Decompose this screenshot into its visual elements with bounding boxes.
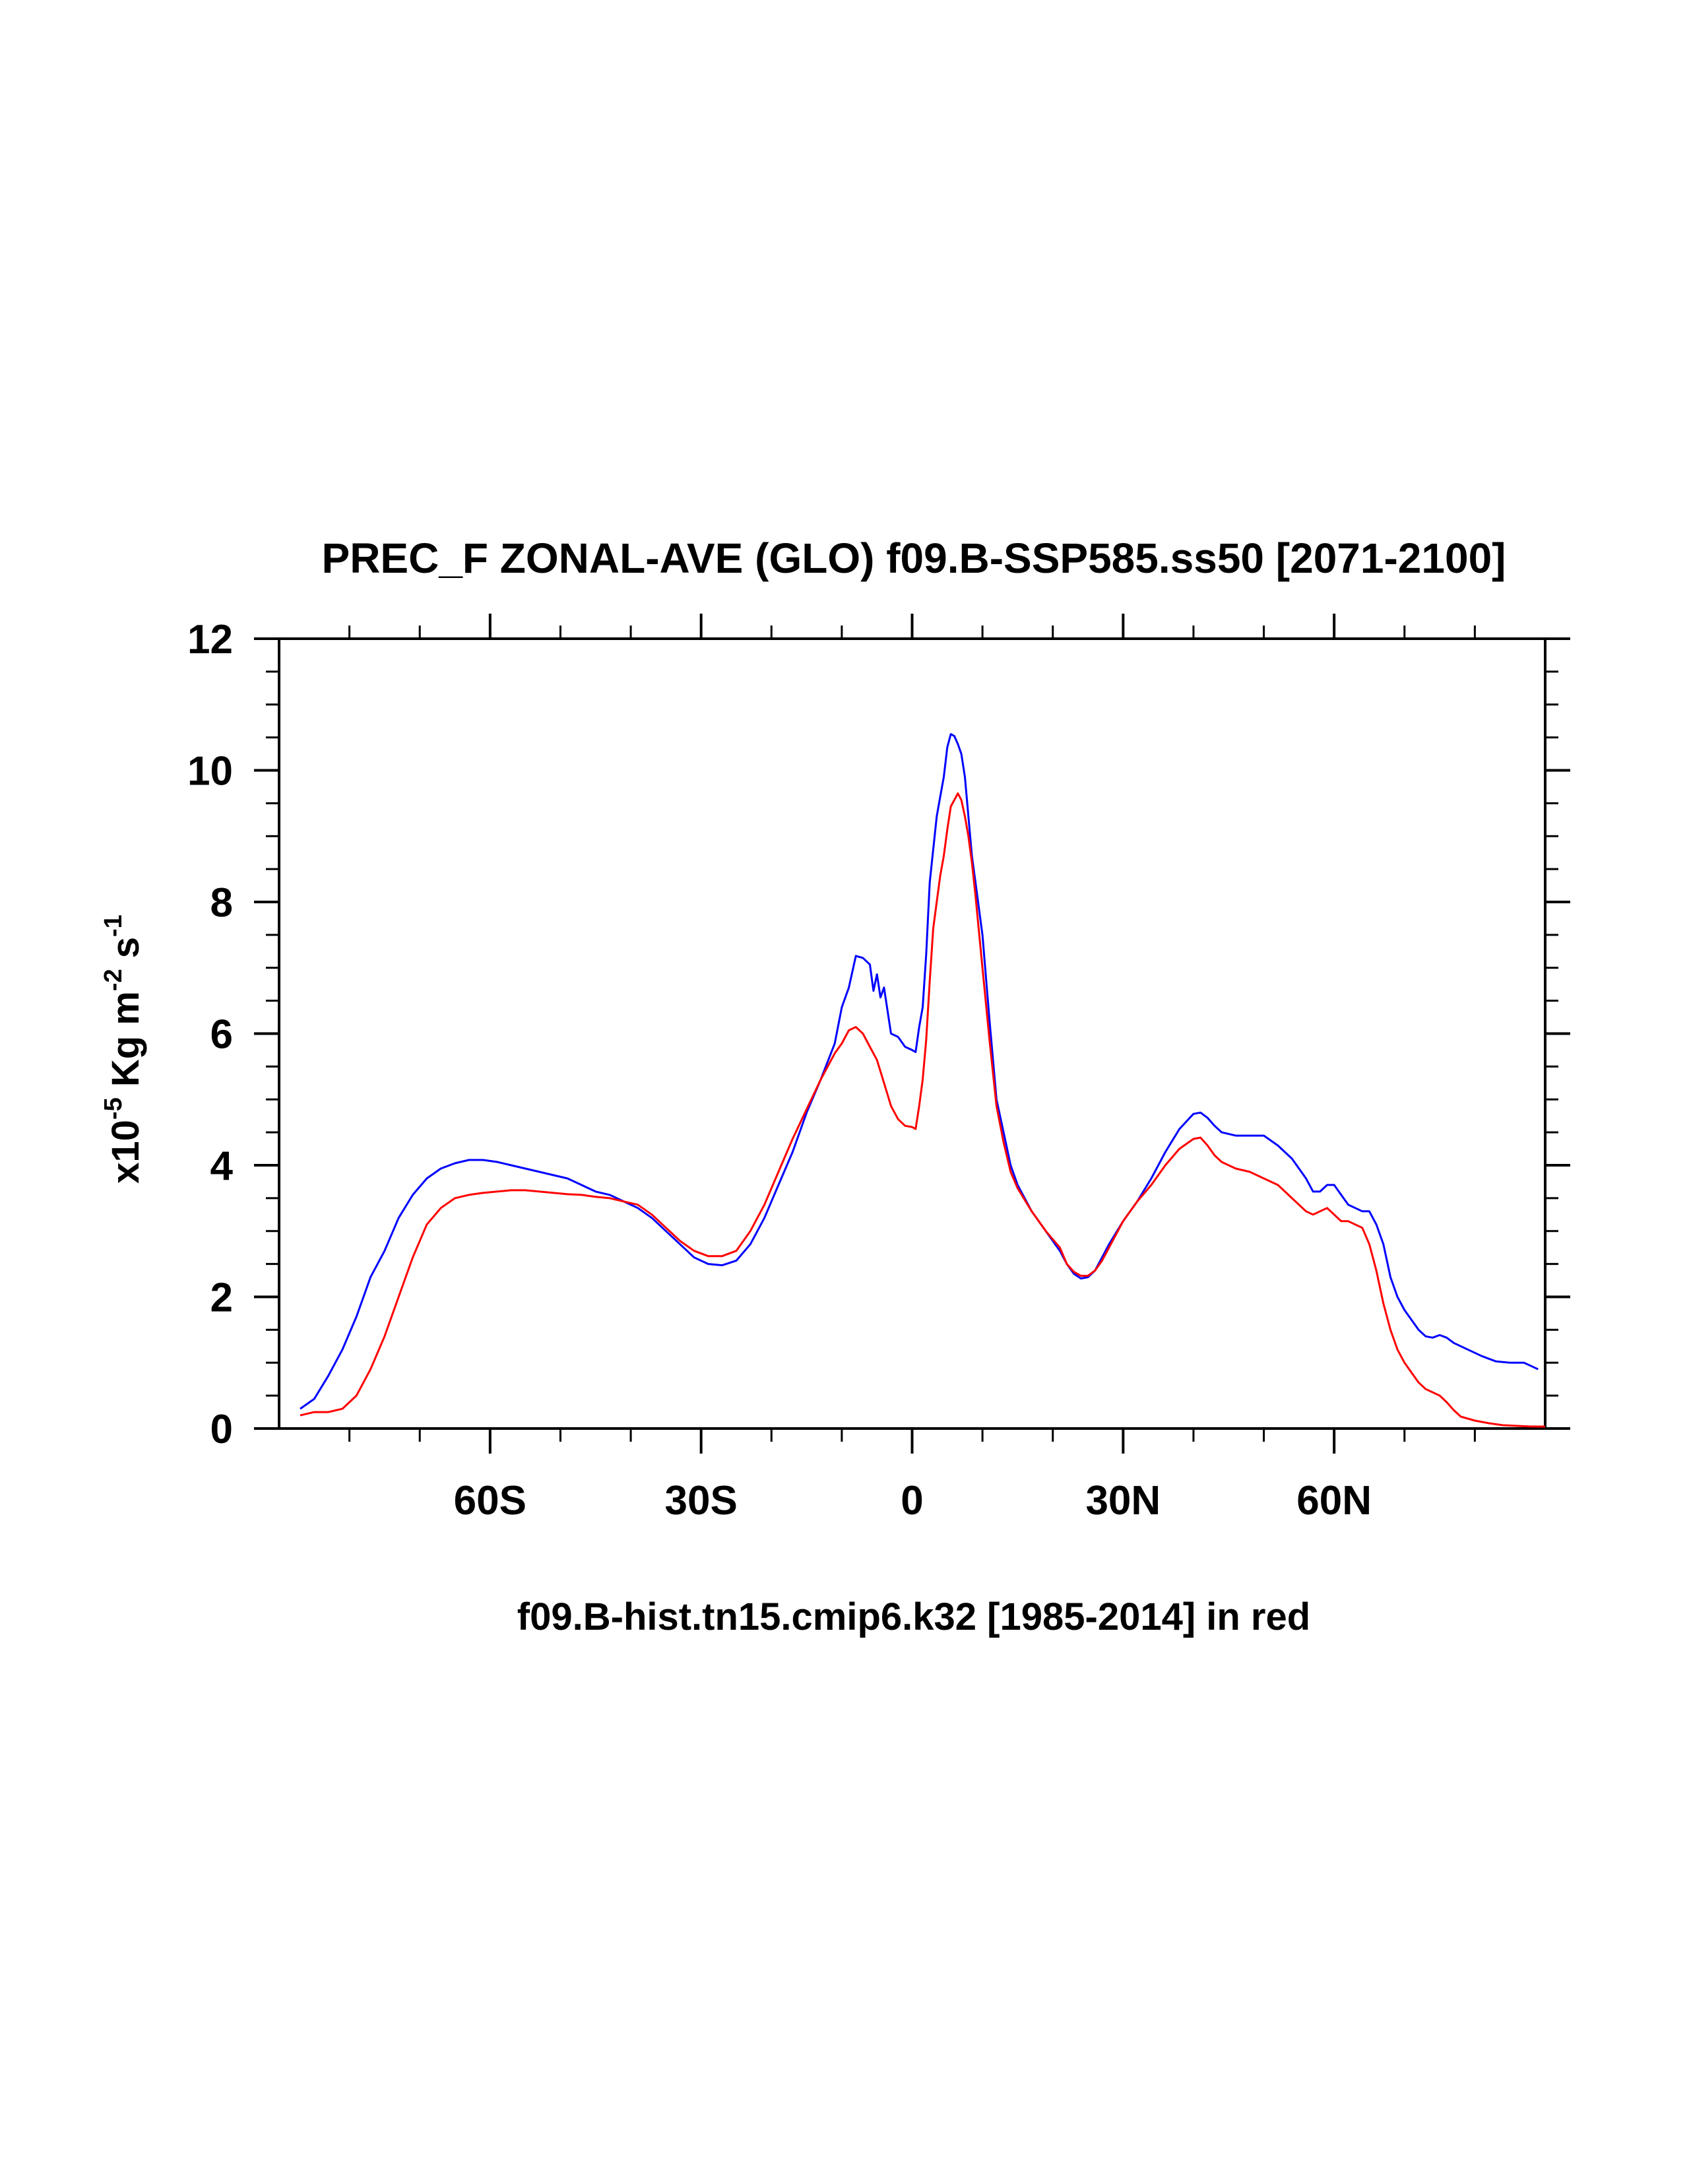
y-tick-label: 0	[210, 1407, 233, 1452]
y-tick-label: 2	[210, 1275, 233, 1321]
y-tick-label: 6	[210, 1012, 233, 1058]
x-axis-label: f09.B-hist.tn15.cmip6.k32 [1985-2014] in…	[517, 1595, 1310, 1638]
y-axis-label: x10-5 Kg m-2 s-1	[100, 915, 147, 1184]
x-tick-label: 30S	[665, 1478, 738, 1524]
y-tick-label: 4	[210, 1143, 234, 1189]
x-tick-label: 0	[901, 1478, 923, 1524]
plot-frame	[278, 637, 1546, 1430]
series-line-red	[300, 792, 1545, 1428]
y-tick-label: 10	[187, 749, 233, 794]
x-tick-label: 60S	[454, 1478, 526, 1524]
y-tick-label: 8	[210, 880, 233, 926]
x-tick-label: 30N	[1085, 1478, 1161, 1524]
series-line-blue	[300, 733, 1539, 1410]
chart-title: PREC_F ZONAL-AVE (GLO) f09.B-SSP585.ss50…	[322, 534, 1506, 582]
x-tick-label: 60N	[1296, 1478, 1372, 1524]
y-tick-label: 12	[187, 617, 233, 662]
plot-area: 0 2 4 6 8 10 12 60S 30S 0 30N 60N	[187, 614, 1570, 1524]
